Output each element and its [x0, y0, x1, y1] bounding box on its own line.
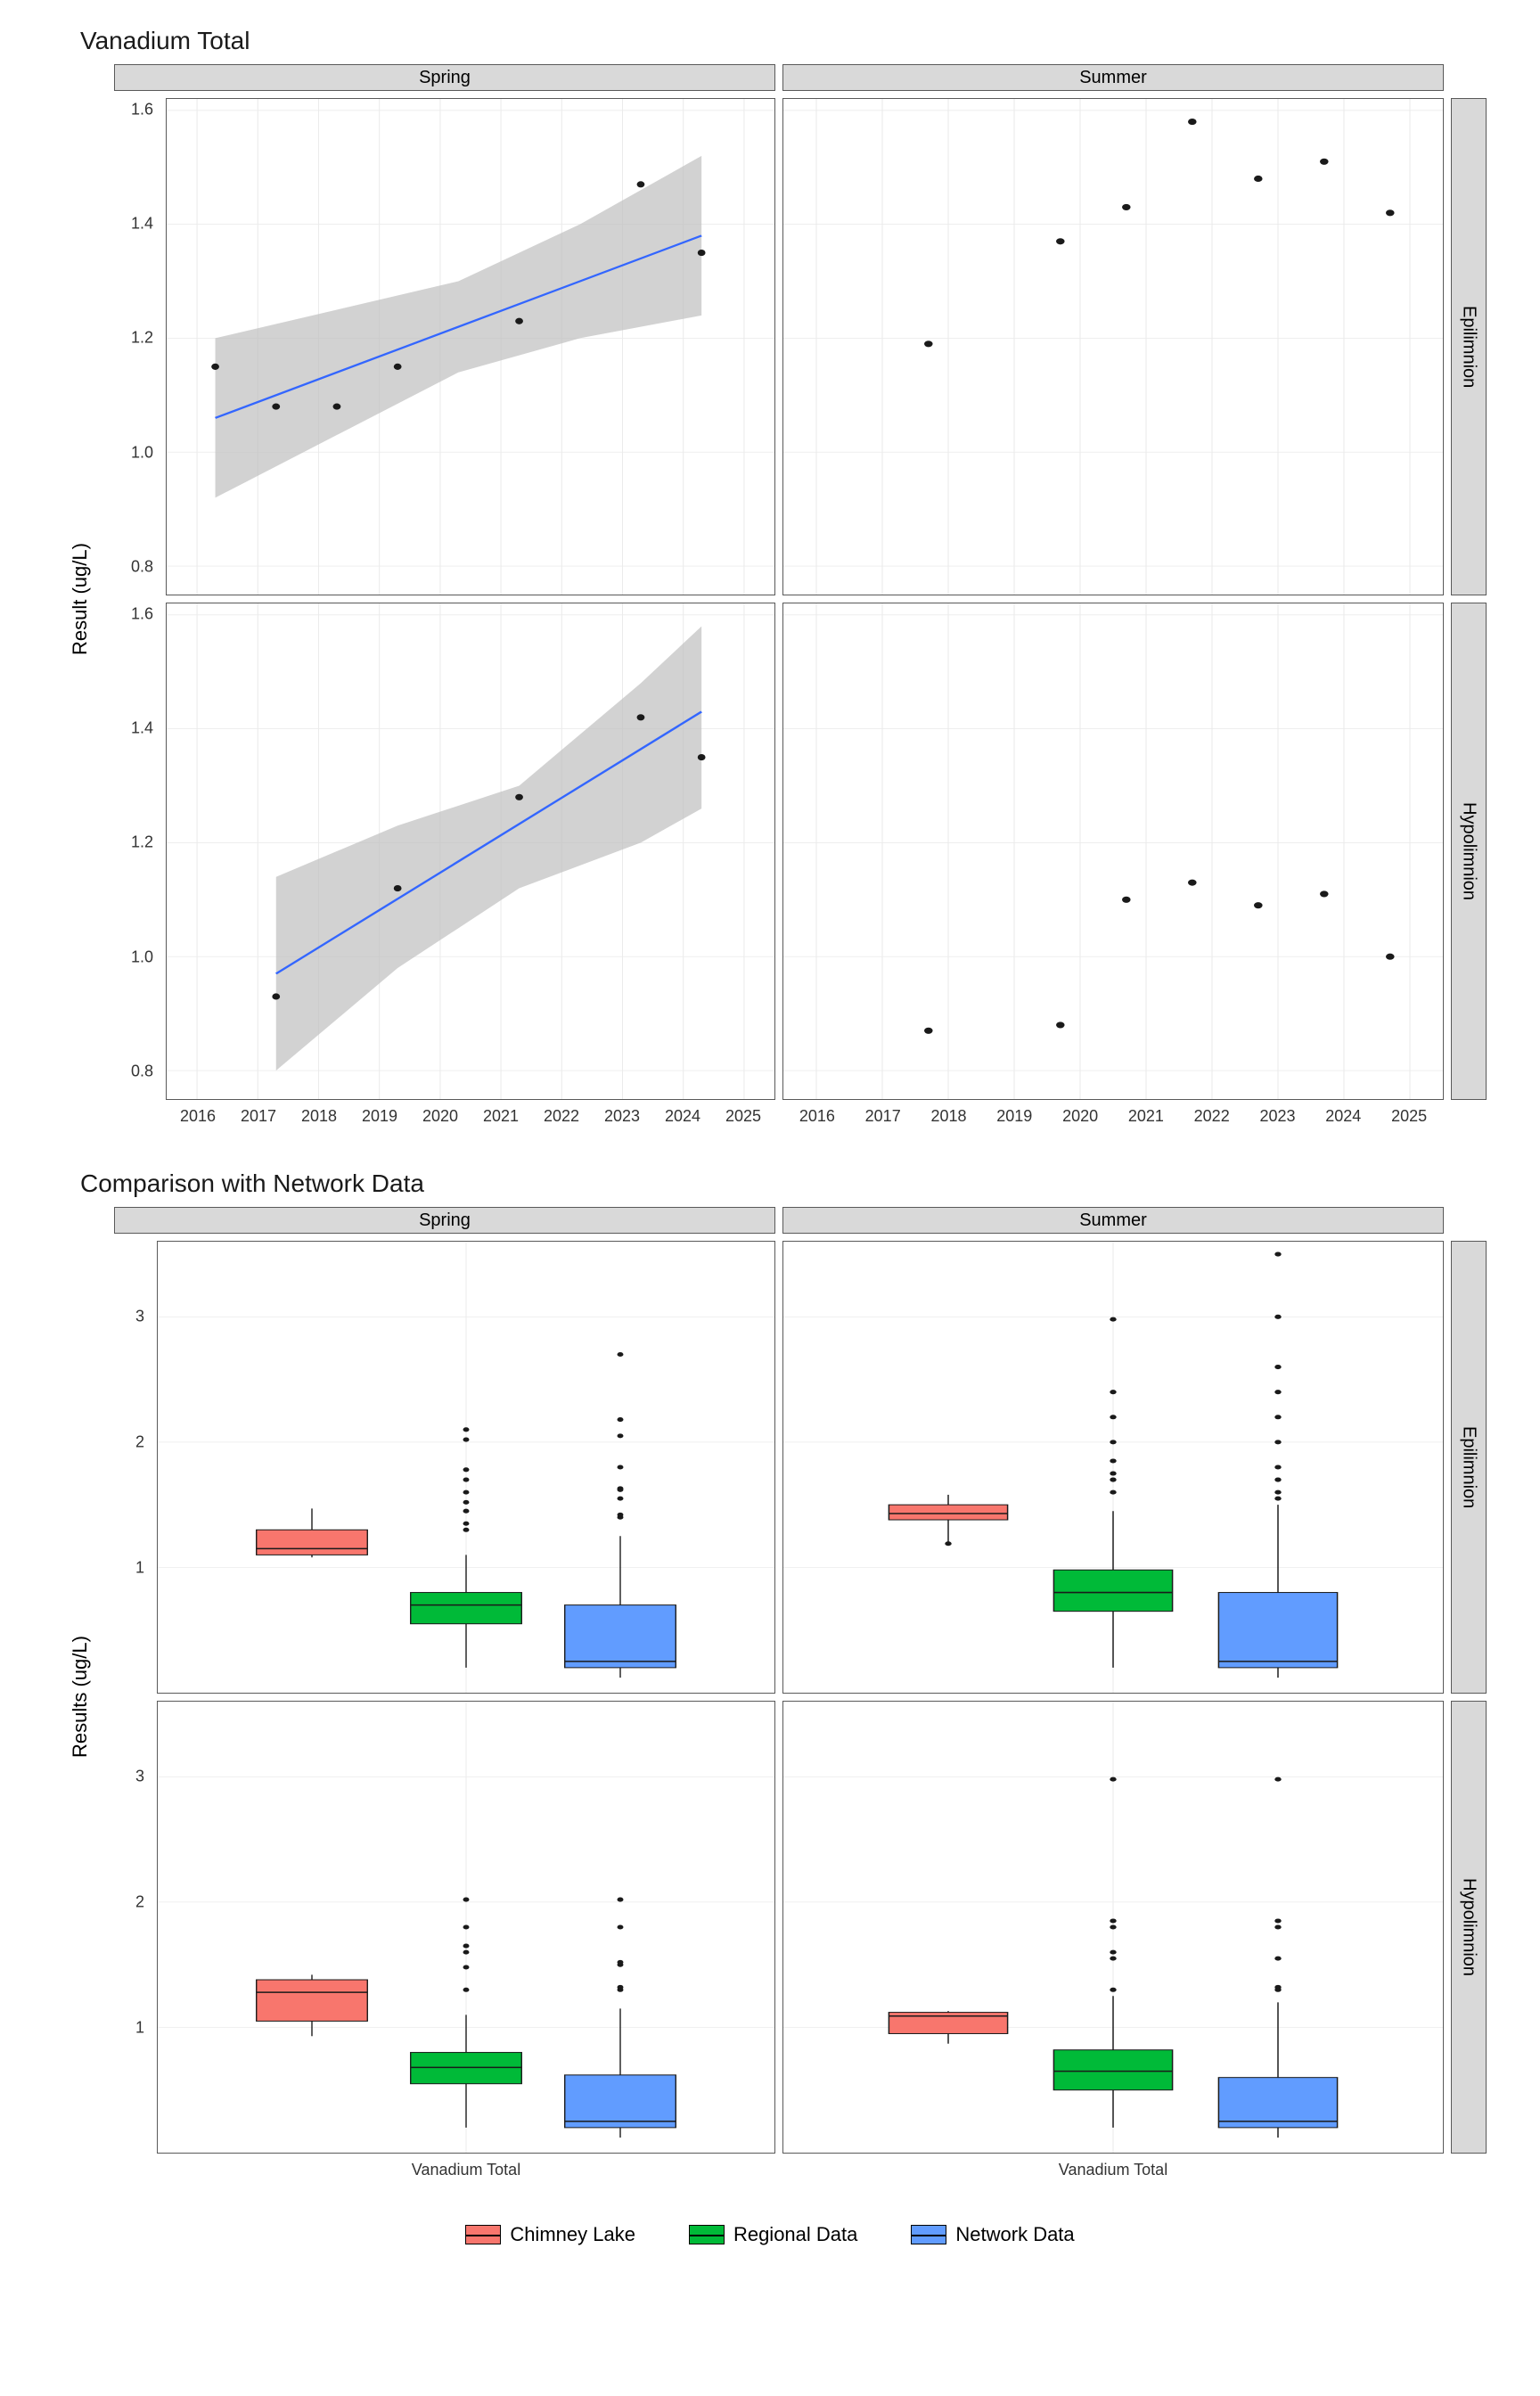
legend-label: Network Data: [955, 2223, 1074, 2246]
facet-col-strip: Spring: [114, 64, 775, 91]
facet-row-strip: Epilimnion: [1451, 1241, 1487, 1694]
x-ticks: 2016201720182019202020212022202320242025: [782, 1107, 1444, 1134]
scatter-panel: [166, 98, 775, 595]
legend-item: Network Data: [911, 2223, 1074, 2246]
facet-row-strip: Hypolimnion: [1451, 603, 1487, 1100]
scatter-panel: [782, 98, 1444, 595]
boxplot-panel: [157, 1701, 775, 2154]
facet-row-strip: Epilimnion: [1451, 98, 1487, 595]
y-ticks: 123: [114, 1701, 150, 2154]
scatter-facet-grid: Result (ug/L) Spring Summer Epilimnion Hypo…: [53, 64, 1487, 1134]
boxplot-facet-grid: Results (ug/L) Spring Summer Epilimnion Hyp…: [53, 1207, 1487, 2187]
boxplot-panel: [782, 1241, 1444, 1694]
y-ticks: 0.81.01.21.41.6: [114, 98, 159, 595]
legend-label: Regional Data: [733, 2223, 857, 2246]
facet-col-strip: Summer: [782, 1207, 1444, 1234]
facet-col-strip: Spring: [114, 1207, 775, 1234]
x-axis-label: Vanadium Total: [157, 2161, 775, 2187]
top-chart-title: Vanadium Total: [80, 27, 1487, 55]
facet-row-strip: Hypolimnion: [1451, 1701, 1487, 2154]
x-axis-label: Vanadium Total: [782, 2161, 1444, 2187]
boxplot-panel: [157, 1241, 775, 1694]
bottom-chart-title: Comparison with Network Data: [80, 1169, 1487, 1198]
top-y-axis-label: Result (ug/L): [53, 98, 107, 1100]
facet-col-strip: Summer: [782, 64, 1444, 91]
bottom-y-axis-label: Results (ug/L): [53, 1241, 107, 2154]
legend: Chimney Lake Regional Data Network Data: [53, 2223, 1487, 2246]
x-ticks: 2016201720182019202020212022202320242025: [166, 1107, 775, 1134]
legend-key: [911, 2225, 946, 2244]
boxplot-panel: [782, 1701, 1444, 2154]
legend-label: Chimney Lake: [510, 2223, 635, 2246]
legend-key: [465, 2225, 501, 2244]
legend-item: Regional Data: [689, 2223, 857, 2246]
scatter-panel: [782, 603, 1444, 1100]
legend-key: [689, 2225, 725, 2244]
y-ticks: 123: [114, 1241, 150, 1694]
scatter-panel: [166, 603, 775, 1100]
y-ticks: 0.81.01.21.41.6: [114, 603, 159, 1100]
legend-item: Chimney Lake: [465, 2223, 635, 2246]
